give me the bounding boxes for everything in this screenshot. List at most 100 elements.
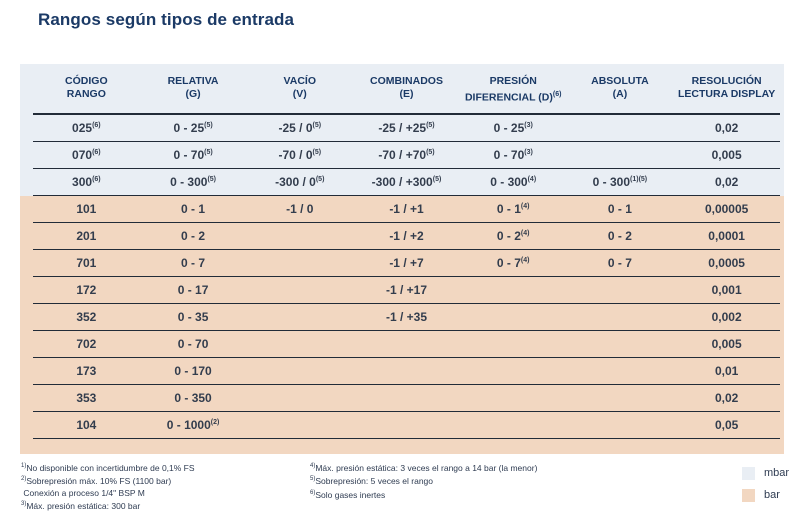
table-cell: -25 / 0(5) xyxy=(278,120,322,135)
footnote-item: 1)No disponible con incertidumbre de 0,1… xyxy=(21,462,195,473)
table-row: 353 0 - 350 0,02 xyxy=(20,384,784,412)
table-cell: -300 / 0(5) xyxy=(275,174,325,189)
header-cell: RELATIVA (G) xyxy=(167,75,219,100)
table-cell: 0 - 35 xyxy=(177,309,209,324)
footnote-item: 3)Máx. presión estática: 300 bar xyxy=(21,500,141,511)
table-cell: -70 / 0(5) xyxy=(278,147,322,162)
table-cell: 0 - 25(5) xyxy=(173,120,213,135)
table-row: 070(6) 0 - 70(5) -70 / 0(5) -70 / +70(5) 0 -… xyxy=(20,141,784,169)
header-cell: COMBINADOS (E) xyxy=(370,75,443,100)
table-row: 201 0 - 2 -1 / +2 0 - 2(4) 0 - 2 0,0001 xyxy=(20,222,784,250)
table-cell: -1 / +17 xyxy=(385,282,427,297)
table-cell: 353 xyxy=(76,390,97,405)
table-cell: 0 - 2 xyxy=(181,228,206,243)
table-row: 172 0 - 17 -1 / +17 0,001 xyxy=(20,276,784,304)
table-cell: 0,0001 xyxy=(708,228,745,243)
table-cell: 025(6) xyxy=(72,120,101,135)
table-cell: 0 - 25(3) xyxy=(493,120,533,135)
table-cell: 0 - 2(4) xyxy=(496,228,530,243)
table-cell: 0 - 300(1)(5) xyxy=(592,174,648,189)
footnote-marker: 6) xyxy=(310,489,316,496)
footnote-marker: 1) xyxy=(21,463,27,469)
footnote-item: 4)Máx. presión estática: 3 veces el rang… xyxy=(310,462,538,473)
table-row: 352 0 - 35 -1 / +35 0,002 xyxy=(20,303,784,331)
table-cell: 0,0005 xyxy=(708,255,745,270)
table-row: 101 0 - 1 -1 / 0 -1 / +1 0 - 1(4) 0 - 1 0,0000… xyxy=(20,195,784,223)
header-cell: RESOLUCIÓN LECTURA DISPLAY xyxy=(678,75,776,100)
page-title: Rangos según tipos de entrada xyxy=(38,10,295,29)
footnote-marker: 2) xyxy=(21,476,27,483)
table-cell: 0,001 xyxy=(711,282,742,297)
table-cell: 0,002 xyxy=(711,309,742,324)
table-cell: -300 / +300(5) xyxy=(371,174,442,189)
footnote-item: 2)Sobrepresión máx. 10% FS (1100 bar) xyxy=(21,476,172,487)
table-cell: 104 xyxy=(76,417,97,432)
header-cell: CÓDIGO RANGO xyxy=(65,75,108,100)
footnote-marker: 3) xyxy=(21,501,27,508)
table-cell: 0 - 7(4) xyxy=(496,255,530,270)
table-cell: -1 / +7 xyxy=(389,255,424,270)
table-cell: 0,02 xyxy=(714,174,739,189)
table-row: 300(6) 0 - 300(5) -300 / 0(5) -300 / +300(5… xyxy=(20,168,784,196)
table-cell: 0 - 70 xyxy=(177,336,209,351)
table-cell: 701 xyxy=(76,255,97,270)
table-cell: 101 xyxy=(76,201,97,216)
table-cell: -1 / +35 xyxy=(385,309,427,324)
table-footer-filler xyxy=(20,438,784,454)
table-cell: 0 - 7 xyxy=(607,255,632,270)
table-cell: 0 - 170 xyxy=(174,363,212,378)
ranges-table: CÓDIGO RANGO RELATIVA (G) VACÍO (V) COMBINADOS… xyxy=(20,64,784,454)
table-cell: 0 - 2 xyxy=(607,228,632,243)
table-cell: 0 - 7 xyxy=(181,255,206,270)
table-row: 702 0 - 70 0,005 xyxy=(20,330,784,358)
table-cell: 0 - 1 xyxy=(181,201,206,216)
footnote-marker: 4) xyxy=(310,463,316,469)
table-cell: 0 - 17 xyxy=(177,282,209,297)
table-cell: -25 / +25(5) xyxy=(378,120,435,135)
header-cell: PRESIÓN DIFERENCIAL (D)(6) xyxy=(464,75,562,104)
header-cell: VACÍO (V) xyxy=(283,75,317,100)
footnotes-right: 4)Máx. presión estática: 3 veces el rang… xyxy=(310,461,537,501)
footnote-item: 5)Sobrepresión: 5 veces el rango xyxy=(310,476,433,487)
table-cell: 0 - 1(4) xyxy=(496,201,530,216)
legend-label: mbar xyxy=(764,467,790,479)
table-cell: 0,005 xyxy=(711,147,742,162)
footnote-marker: 5) xyxy=(310,476,316,483)
table-cell: 300(6) xyxy=(72,174,101,189)
legend-item: mbar xyxy=(742,462,789,484)
table-row: 104 0 - 1000(2) 0,05 xyxy=(20,411,784,439)
legend-swatch-bar xyxy=(742,488,755,502)
legend-label: bar xyxy=(764,489,780,501)
table-row: 701 0 - 7 -1 / +7 0 - 7(4) 0 - 7 0,0005 xyxy=(20,249,784,277)
legend-swatch-mbar xyxy=(742,466,755,480)
table-cell: -1 / +2 xyxy=(389,228,424,243)
units-legend: mbar bar xyxy=(742,462,789,506)
table-header-row: CÓDIGO RANGO RELATIVA (G) VACÍO (V) COMBINADOS… xyxy=(33,64,780,115)
table-cell: 070(6) xyxy=(72,147,101,162)
table-row: 025(6) 0 - 25(5) -25 / 0(5) -25 / +25(5) 0 -… xyxy=(20,114,784,142)
table-cell: 173 xyxy=(76,363,97,378)
table-body: 025(6) 0 - 25(5) -25 / 0(5) -25 / +25(5) 0 -… xyxy=(20,114,784,439)
table-cell: 0 - 300(4) xyxy=(490,174,537,189)
header-cell: ABSOLUTA (A) xyxy=(591,75,649,100)
table-cell: 0 - 70(3) xyxy=(493,147,533,162)
legend-item: bar xyxy=(742,484,789,506)
table-cell: 0 - 70(5) xyxy=(173,147,213,162)
table-cell: 352 xyxy=(76,309,97,324)
table-header: CÓDIGO RANGO RELATIVA (G) VACÍO (V) COMBINADOS… xyxy=(20,64,784,115)
table-row: 173 0 - 170 0,01 xyxy=(20,357,784,385)
table-cell: 0,01 xyxy=(714,363,739,378)
table-cell: -1 / +1 xyxy=(389,201,424,216)
table-cell: 0 - 350 xyxy=(174,390,212,405)
table-cell: 0,05 xyxy=(714,417,739,432)
table-cell: 0,00005 xyxy=(704,201,749,216)
footnote-item: 6)Solo gases inertes xyxy=(310,489,386,500)
table-cell: 0,02 xyxy=(714,390,739,405)
footnote-item: Conexión a proceso 1/4" BSP M xyxy=(23,487,145,498)
table-cell: 0 - 1000(2) xyxy=(166,417,220,432)
table-cell: -70 / +70(5) xyxy=(378,147,435,162)
table-cell: 702 xyxy=(76,336,97,351)
table-cell: 201 xyxy=(76,228,97,243)
footnotes-left: 1)No disponible con incertidumbre de 0,1… xyxy=(21,461,195,512)
